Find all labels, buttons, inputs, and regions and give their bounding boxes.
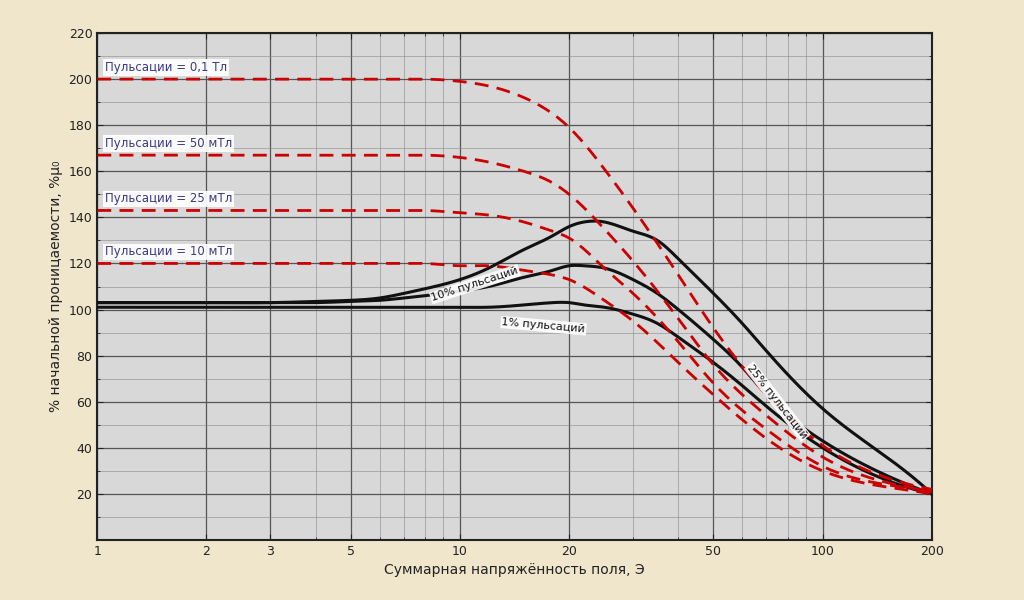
- Y-axis label: % начальной проницаемости, %μ₀: % начальной проницаемости, %μ₀: [49, 161, 63, 412]
- Text: 10% пульсаций: 10% пульсаций: [430, 265, 519, 303]
- Text: 1% пульсаций: 1% пульсаций: [502, 317, 586, 334]
- Text: Пульсации = 0,1 Тл: Пульсации = 0,1 Тл: [105, 61, 227, 74]
- Text: Пульсации = 50 мТл: Пульсации = 50 мТл: [105, 137, 232, 150]
- Text: 25% пульсаций: 25% пульсаций: [745, 363, 809, 440]
- X-axis label: Суммарная напряжённость поля, Э: Суммарная напряжённость поля, Э: [384, 563, 645, 577]
- Text: Пульсации = 10 мТл: Пульсации = 10 мТл: [105, 245, 232, 259]
- Text: Пульсации = 25 мТл: Пульсации = 25 мТл: [105, 193, 232, 205]
